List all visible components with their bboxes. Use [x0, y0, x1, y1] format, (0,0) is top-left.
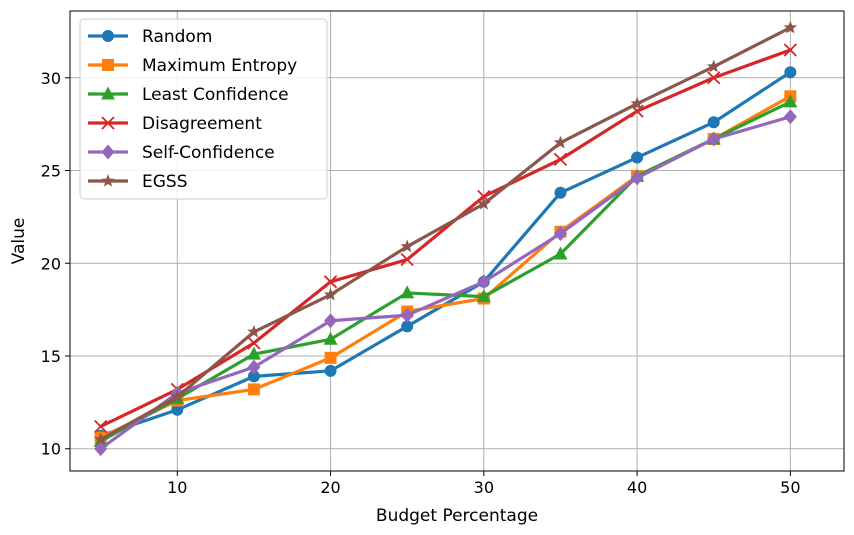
- data-point-random: [784, 66, 797, 79]
- data-point-egss: [783, 20, 798, 34]
- data-point-least-confidence: [246, 346, 261, 360]
- data-point-self-confidence: [324, 313, 338, 329]
- data-point-disagreement: [94, 419, 108, 434]
- data-point-disagreement: [553, 152, 568, 167]
- legend-box: [79, 18, 328, 200]
- data-point-disagreement: [247, 336, 261, 350]
- x-tick-label: 30: [474, 478, 494, 497]
- data-point-random: [247, 370, 260, 383]
- legend-marker: [101, 116, 115, 130]
- legend-item-disagreement: Disagreement: [88, 114, 262, 134]
- data-point-least-confidence: [323, 331, 338, 345]
- data-point-random: [171, 403, 184, 416]
- legend-label: Disagreement: [142, 114, 262, 134]
- data-point-random: [324, 364, 337, 377]
- data-point-least-confidence: [783, 94, 798, 108]
- data-point-self-confidence: [477, 274, 491, 290]
- data-point-egss: [170, 389, 184, 403]
- data-point-maximum-entropy: [247, 383, 260, 396]
- legend-label: EGSS: [142, 172, 188, 192]
- y-tick-label: 20: [41, 254, 61, 273]
- x-axis-label: Budget Percentage: [376, 506, 538, 526]
- y-tick-label: 15: [41, 347, 61, 366]
- legend-label: Self-Confidence: [142, 143, 275, 163]
- series-group: [93, 20, 798, 457]
- data-point-egss: [400, 239, 414, 253]
- x-tick-label: 50: [780, 478, 800, 497]
- data-point-self-confidence: [707, 131, 721, 147]
- data-point-random: [554, 186, 567, 199]
- legend-label: Least Confidence: [142, 85, 289, 105]
- y-tick-label: 10: [41, 440, 61, 459]
- legend-label: Random: [142, 27, 212, 47]
- data-point-least-confidence: [400, 285, 415, 299]
- legend-label: Maximum Entropy: [142, 56, 297, 76]
- data-point-random: [401, 320, 414, 333]
- legend-item-maximum-entropy: Maximum Entropy: [88, 56, 297, 76]
- series-line-self-confidence: [99, 115, 792, 451]
- data-point-egss: [707, 59, 721, 73]
- legend: Random Maximum Entropy Least Confidence Dis…: [79, 18, 328, 200]
- data-point-least-confidence: [553, 246, 568, 260]
- data-point-random: [707, 116, 720, 129]
- data-point-random: [631, 151, 644, 164]
- data-point-egss: [94, 432, 108, 446]
- data-point-disagreement: [323, 275, 338, 289]
- legend-marker: [101, 86, 115, 100]
- data-point-self-confidence: [94, 441, 108, 457]
- data-point-self-confidence: [553, 226, 567, 242]
- legend-item-self-confidence: Self-Confidence: [88, 143, 275, 163]
- data-point-egss: [323, 287, 338, 301]
- data-point-maximum-entropy: [324, 351, 337, 364]
- data-point-self-confidence: [630, 170, 644, 186]
- y-axis-label: Value: [9, 218, 29, 265]
- data-point-egss: [477, 196, 491, 210]
- data-point-egss: [630, 96, 644, 110]
- series-self-confidence: [94, 109, 797, 457]
- data-point-egss: [247, 324, 261, 338]
- data-point-disagreement: [707, 71, 721, 85]
- data-point-disagreement: [400, 252, 414, 267]
- legend-marker: [101, 144, 115, 160]
- x-tick-label: 10: [167, 478, 187, 497]
- legend-marker: [102, 59, 114, 71]
- series-line-egss: [99, 26, 792, 442]
- series-egss: [94, 20, 798, 446]
- y-tick-label: 30: [41, 69, 61, 88]
- data-point-self-confidence: [400, 307, 414, 323]
- data-point-disagreement: [783, 43, 797, 57]
- legend-item-random: Random: [88, 27, 212, 47]
- data-point-self-confidence: [247, 359, 261, 375]
- y-tick-label: 25: [41, 162, 61, 181]
- legend-item-least-confidence: Least Confidence: [88, 85, 289, 105]
- data-point-egss: [553, 135, 568, 149]
- x-tick-label: 20: [320, 478, 340, 497]
- x-tick-label: 40: [627, 478, 647, 497]
- legend-item-egss: EGSS: [88, 172, 188, 192]
- data-point-least-confidence: [476, 289, 491, 303]
- axis-ticks: 10 20 30 40 50 10 15 20 25 30: [41, 69, 801, 497]
- legend-marker: [101, 174, 115, 187]
- data-point-self-confidence: [783, 109, 797, 125]
- plot-frame: [69, 10, 845, 472]
- legend-marker: [102, 30, 114, 42]
